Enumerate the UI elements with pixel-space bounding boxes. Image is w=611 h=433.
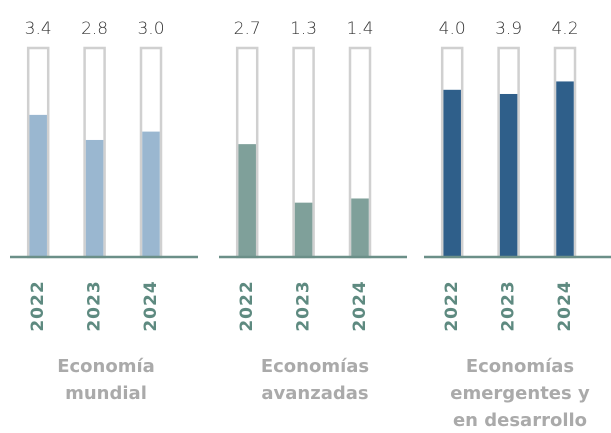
bar: [29, 114, 47, 257]
x-tick-label: 2023: [499, 280, 519, 331]
panel-title-line: mundial: [65, 383, 147, 404]
bar: [499, 93, 518, 257]
x-tick-label: 2024: [350, 280, 370, 331]
bar: [85, 139, 104, 257]
x-tick-label: 2022: [28, 280, 48, 331]
x-tick-label: 2024: [141, 280, 161, 331]
value-label: 4.2: [551, 19, 578, 39]
panel-title-line: avanzadas: [261, 383, 368, 404]
value-label: 3.9: [495, 19, 522, 39]
value-label: 3.0: [137, 19, 164, 39]
panel-title-line: Economía: [57, 356, 155, 377]
bar: [294, 202, 313, 257]
value-label: 1.4: [346, 19, 373, 39]
x-tick-label: 2023: [294, 280, 314, 331]
value-label: 3.4: [25, 19, 52, 39]
value-label: 2.7: [234, 19, 261, 39]
x-tick-label: 2022: [442, 280, 462, 331]
panel-title: Economía mundial: [57, 356, 155, 404]
value-label: 1.3: [290, 19, 317, 39]
panel-title-line: Economías: [466, 356, 574, 377]
value-label: 2.8: [81, 19, 108, 39]
panel-title: Economías emergentes y en desarrollo: [450, 356, 590, 431]
bar: [238, 144, 256, 257]
panel-title-line: en desarrollo: [453, 410, 587, 431]
panel-title: Economías avanzadas: [261, 356, 369, 404]
bar: [556, 81, 574, 257]
panel-title-line: Economías: [261, 356, 369, 377]
bar: [142, 131, 160, 257]
bar: [443, 89, 461, 257]
panel-title-line: emergentes y: [450, 383, 590, 404]
value-label: 4.0: [439, 19, 466, 39]
x-tick-label: 2023: [85, 280, 105, 331]
x-tick-label: 2022: [237, 280, 257, 331]
bar: [351, 198, 369, 257]
x-tick-label: 2024: [555, 280, 575, 331]
